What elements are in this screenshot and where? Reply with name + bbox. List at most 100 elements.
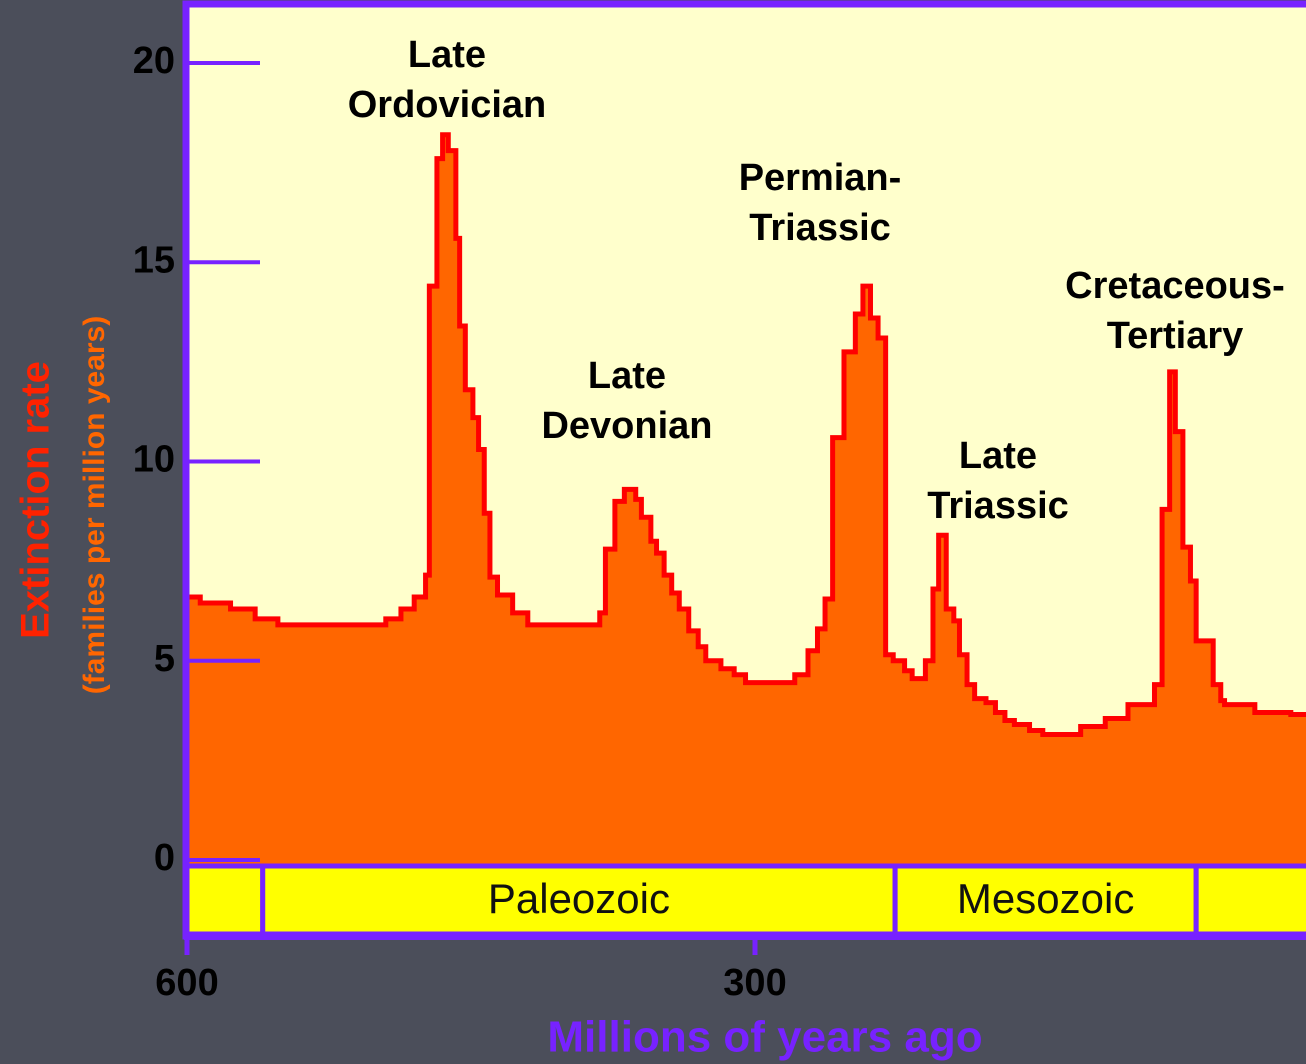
annotation: Late (588, 355, 666, 397)
area-step (1169, 371, 1176, 866)
area-step (938, 535, 947, 866)
area-step (478, 449, 485, 866)
area-step (472, 417, 480, 866)
marks (187, 132, 1306, 867)
annotation: Permian- (739, 157, 902, 199)
era-box (184, 863, 266, 937)
area-step (870, 318, 879, 866)
area-step (893, 660, 906, 866)
area-step (614, 501, 625, 866)
area-step (843, 351, 856, 867)
x-tick-label: 600 (155, 962, 218, 1004)
area-step (885, 654, 894, 866)
area-step (385, 618, 402, 866)
area-step (862, 286, 871, 866)
era-label: Paleozoic (488, 875, 670, 922)
area-step (967, 684, 976, 866)
era-box (260, 863, 898, 937)
area-step (825, 598, 834, 866)
area-step (1162, 509, 1171, 866)
area-step (1042, 734, 1082, 866)
area-step (455, 238, 461, 867)
annotation: Tertiary (1107, 315, 1244, 357)
area-step (946, 608, 955, 866)
area-step (832, 437, 845, 866)
area-step (635, 499, 642, 866)
area-step (1080, 726, 1106, 866)
area-step (497, 594, 514, 866)
y-tick-label: 0 (154, 837, 175, 879)
y-tick-label: 20 (133, 40, 175, 82)
annotation: Triassic (749, 207, 891, 249)
area-step (650, 541, 658, 866)
area-step (959, 654, 968, 866)
area-step (698, 646, 707, 866)
area-step (985, 702, 996, 866)
area-step (664, 575, 673, 866)
area-step (1290, 714, 1306, 866)
area-step (705, 660, 722, 866)
area-step (1224, 704, 1256, 866)
area-step (1254, 712, 1292, 866)
y-tick-label: 15 (133, 239, 175, 281)
annotation: Triassic (927, 485, 1069, 527)
area-step (187, 596, 201, 866)
y-axis-label: Extinction rate (14, 361, 58, 639)
area-step (855, 314, 864, 866)
area-step (1014, 724, 1031, 866)
area-step (200, 602, 232, 866)
area-step (656, 553, 665, 866)
area-step (974, 698, 987, 866)
annotation: Late (408, 34, 486, 76)
era-label: Mesozoic (957, 875, 1134, 922)
area-step (1154, 684, 1163, 866)
y-axis-sublabel: (families per million years) (78, 316, 111, 694)
area-step (527, 624, 601, 866)
area-step (1196, 640, 1214, 866)
area-step (641, 517, 652, 866)
area-step (679, 608, 690, 866)
area-step (932, 589, 940, 866)
area-step (671, 593, 680, 866)
area-step (436, 158, 444, 866)
y-tick-label: 10 (133, 439, 175, 481)
area-step (794, 674, 809, 866)
annotation: Devonian (541, 405, 712, 447)
area-step (1175, 431, 1184, 866)
area-step (1220, 700, 1226, 866)
area-step (414, 596, 427, 866)
area-step (442, 134, 449, 867)
area-step (425, 575, 430, 866)
area-step (1190, 581, 1197, 866)
area-step (953, 620, 960, 866)
area-step (429, 286, 438, 866)
area-step (734, 674, 747, 866)
area-step (599, 612, 606, 866)
annotation: Ordovician (348, 84, 547, 126)
area-step (1105, 718, 1129, 866)
area-step (720, 668, 735, 866)
era-box (1193, 863, 1306, 937)
area-step (400, 608, 415, 866)
area-step (1004, 720, 1015, 866)
annotation: Late (959, 435, 1037, 477)
x-axis-label: Millions of years ago (547, 1013, 982, 1062)
area-step (817, 628, 826, 866)
area-step (465, 389, 474, 866)
area-step (878, 337, 887, 867)
area-step (1127, 704, 1155, 866)
area-step (230, 608, 256, 866)
area-step (925, 660, 934, 866)
y-tick-label: 5 (154, 638, 175, 680)
area-step (808, 650, 818, 866)
area-step (484, 513, 491, 866)
area-step (995, 712, 1006, 866)
area-step (1182, 547, 1191, 866)
area-step (512, 612, 529, 866)
area-step (1213, 684, 1222, 866)
area-step (255, 618, 279, 866)
area-step (745, 682, 796, 866)
area-step (688, 630, 699, 866)
area-step (605, 549, 616, 866)
